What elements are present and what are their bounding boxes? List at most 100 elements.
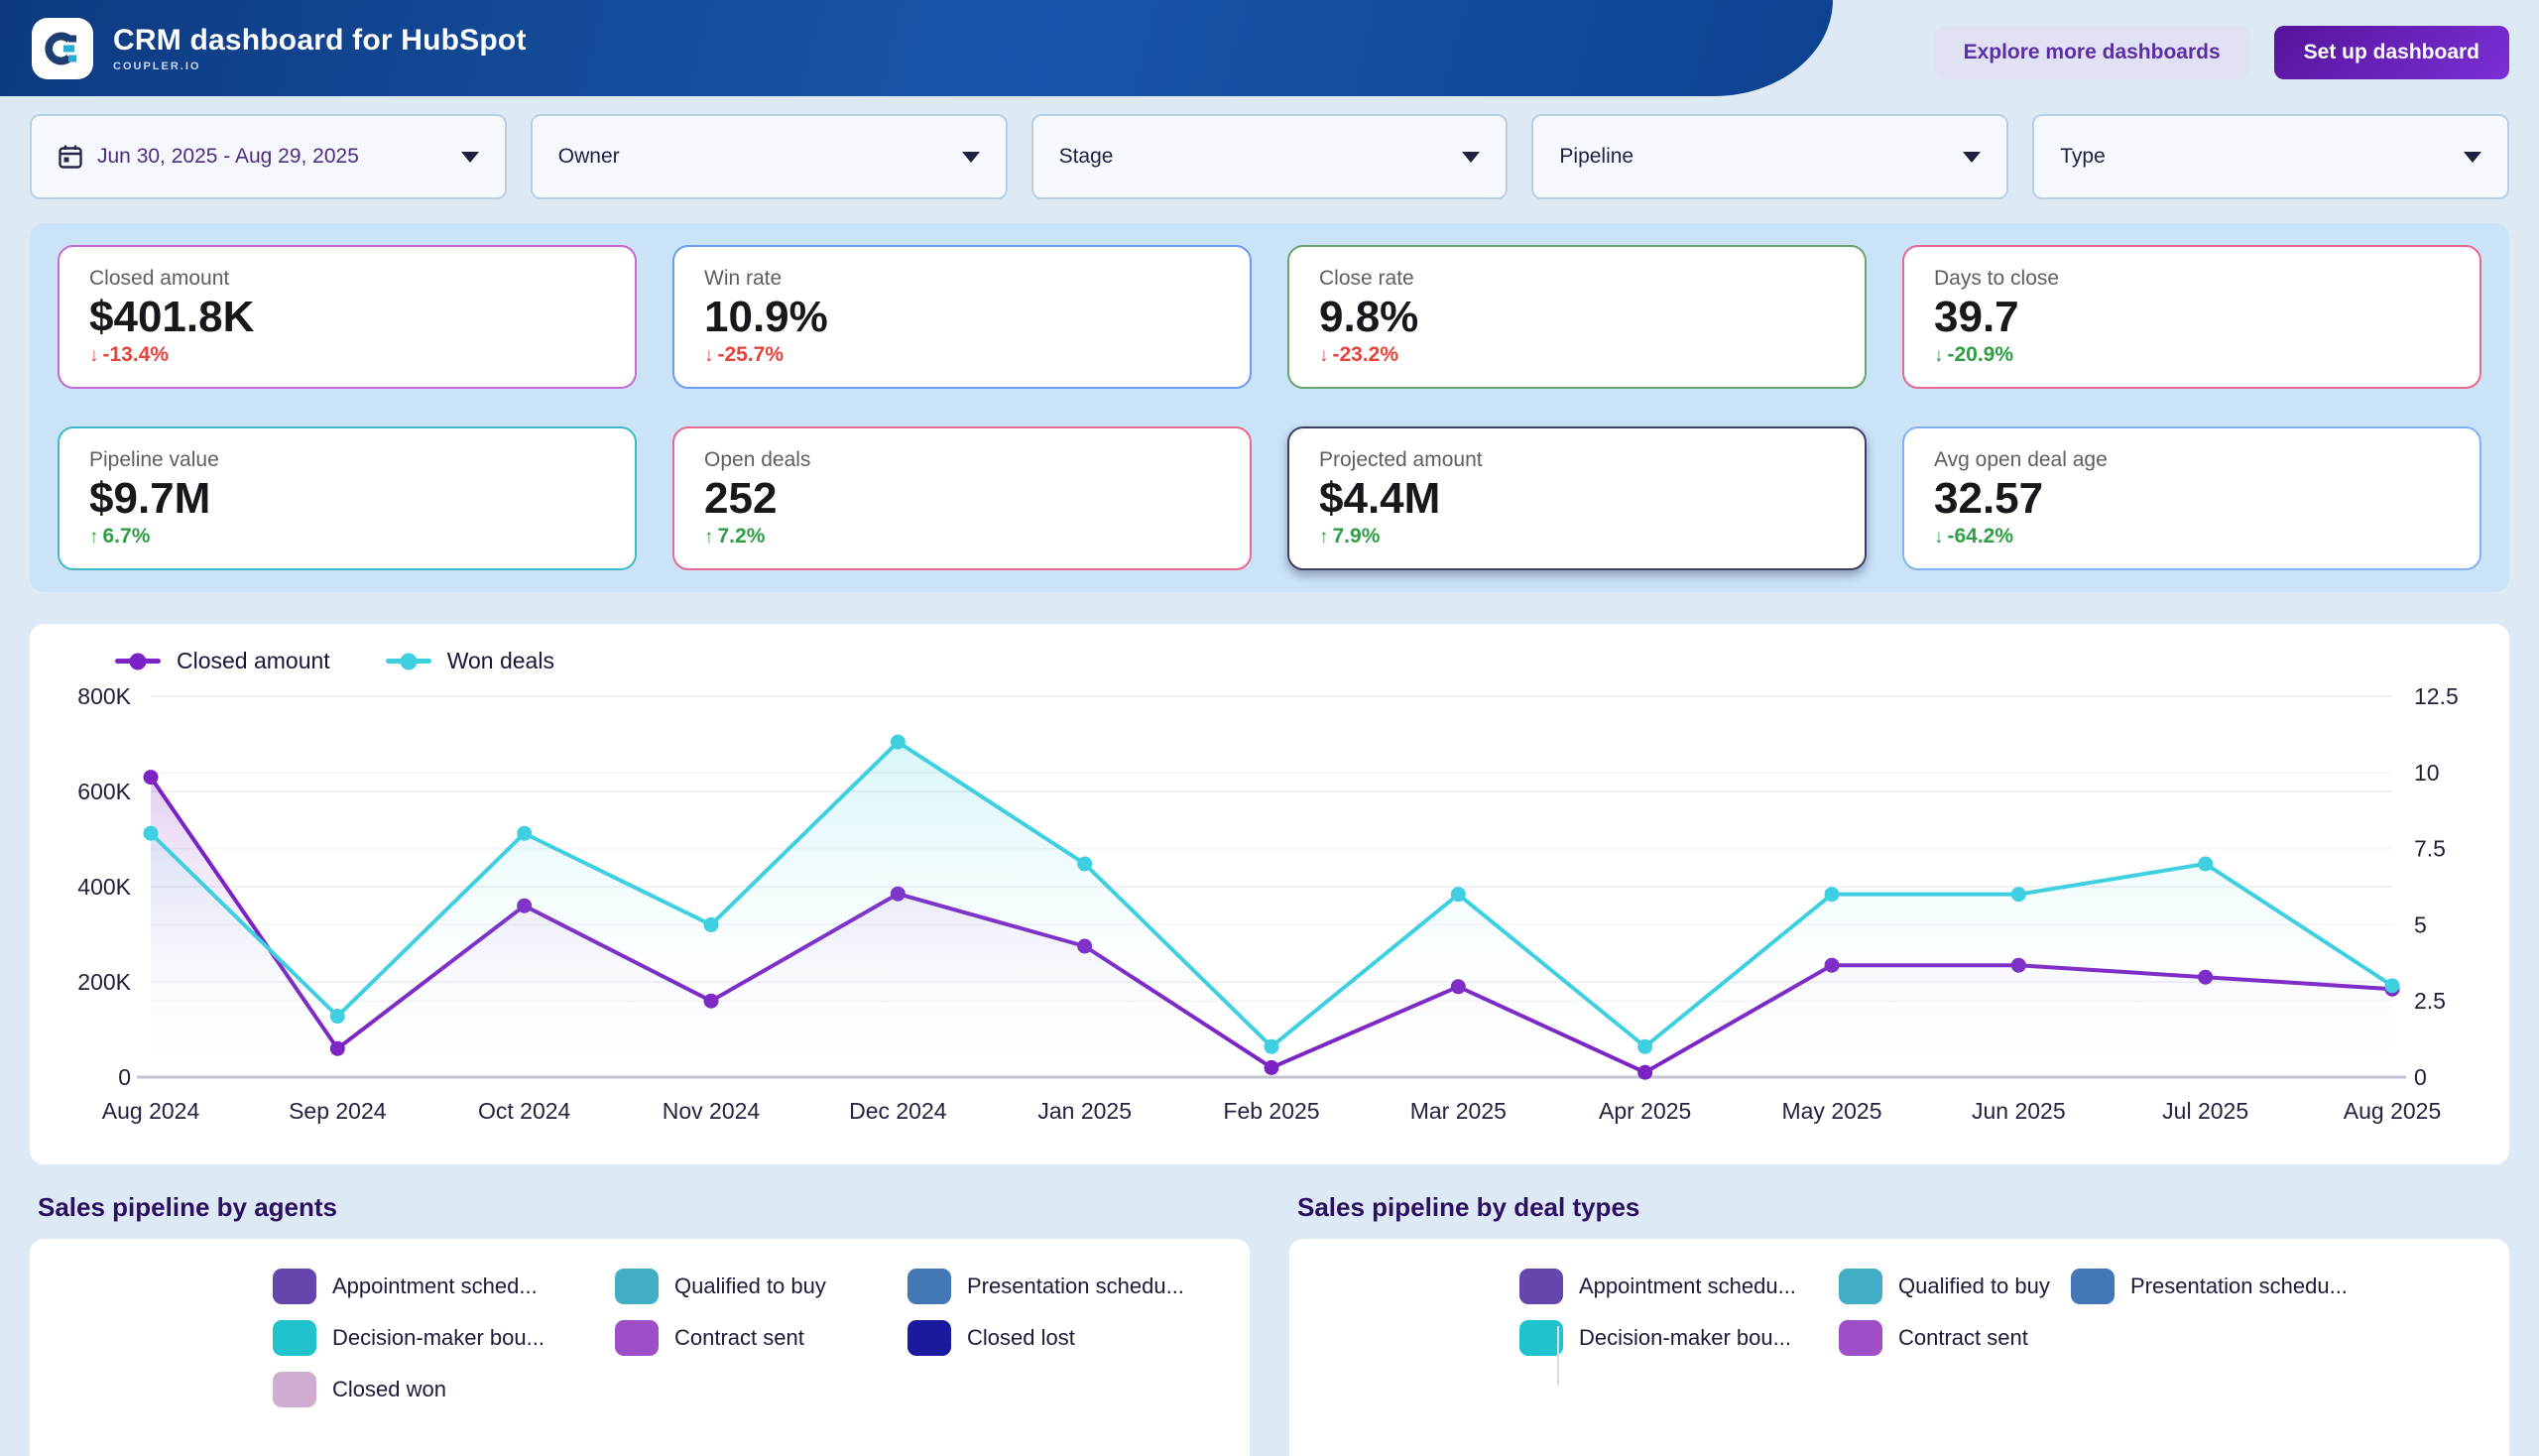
filter-owner[interactable]: Owner (531, 114, 1008, 199)
kpi-label: Win rate (704, 267, 1220, 291)
kpi-delta: ↓-20.9% (1934, 343, 2450, 367)
legend-item-presentation-schedu-[interactable]: Presentation schedu... (2071, 1269, 2348, 1304)
legend-label: Contract sent (674, 1325, 804, 1351)
svg-text:Mar 2025: Mar 2025 (1410, 1098, 1507, 1124)
legend-item-appointment-sched-[interactable]: Appointment sched... (273, 1269, 615, 1304)
filter-label: Pipeline (1559, 145, 1951, 169)
chevron-down-icon (2464, 152, 2481, 163)
legend-label: Qualified to buy (674, 1274, 826, 1299)
legend-item-closed-amount[interactable]: Closed amount (115, 648, 330, 674)
arrow-up-icon: ↑ (1319, 527, 1329, 547)
legend-label: Presentation schedu... (967, 1274, 1184, 1299)
legend-label: Decision-maker bou... (1579, 1325, 1791, 1351)
svg-text:400K: 400K (77, 874, 131, 900)
arrow-down-icon: ↓ (1934, 345, 1944, 366)
kpi-card-closed-amount: Closed amount$401.8K↓-13.4% (58, 245, 637, 389)
filter-label: Jun 30, 2025 - Aug 29, 2025 (97, 145, 449, 169)
svg-text:Jul 2025: Jul 2025 (2162, 1098, 2248, 1124)
kpi-label: Avg open deal age (1934, 448, 2450, 472)
set-up-dashboard-button[interactable]: Set up dashboard (2274, 26, 2509, 79)
kpi-card-pipeline-value: Pipeline value$9.7M↑6.7% (58, 426, 637, 570)
kpi-delta: ↑7.9% (1319, 525, 1835, 548)
legend-label: Contract sent (1898, 1325, 2028, 1351)
legend-marker (386, 659, 431, 664)
kpi-delta: ↓-25.7% (704, 343, 1220, 367)
legend-swatch (273, 1320, 316, 1356)
kpi-card-avg-open-deal-age: Avg open deal age32.57↓-64.2% (1902, 426, 2481, 570)
kpi-panel: Closed amount$401.8K↓-13.4%Win rate10.9%… (30, 223, 2509, 592)
legend-item-closed-lost[interactable]: Closed lost (907, 1320, 1184, 1356)
filter-date-range[interactable]: Jun 30, 2025 - Aug 29, 2025 (30, 114, 507, 199)
sales-pipeline-by-agents-card: Appointment sched... Qualified to buy Pres… (30, 1239, 1250, 1456)
legend-item-contract-sent[interactable]: Contract sent (1839, 1320, 2071, 1356)
legend-item-decision-maker-bou-[interactable]: Decision-maker bou... (273, 1320, 615, 1356)
legend-label: Presentation schedu... (2130, 1274, 2348, 1299)
legend-label: Closed lost (967, 1325, 1075, 1351)
filter-label: Stage (1059, 145, 1451, 169)
bar-chart-axis-stub (1557, 1326, 1559, 1386)
chevron-down-icon (1963, 152, 1981, 163)
explore-more-dashboards-button[interactable]: Explore more dashboards (1934, 26, 2250, 79)
kpi-card-projected-amount: Projected amount$4.4M↑7.9% (1287, 426, 1867, 570)
filter-pipeline[interactable]: Pipeline (1531, 114, 2008, 199)
agents-legend: Appointment sched... Qualified to buy Pres… (273, 1269, 1184, 1407)
legend-item-won-deals[interactable]: Won deals (386, 648, 554, 674)
svg-text:12.5: 12.5 (2414, 683, 2459, 709)
svg-text:Aug 2024: Aug 2024 (102, 1098, 200, 1124)
svg-text:Jun 2025: Jun 2025 (1972, 1098, 2066, 1124)
legend-item-presentation-schedu-[interactable]: Presentation schedu... (907, 1269, 1184, 1304)
legend-item-decision-maker-bou-[interactable]: Decision-maker bou... (1519, 1320, 1839, 1356)
svg-text:200K: 200K (77, 969, 131, 995)
legend-item-closed-won[interactable]: Closed won (273, 1372, 615, 1407)
svg-text:2.5: 2.5 (2414, 988, 2446, 1014)
arrow-down-icon: ↓ (1934, 527, 1944, 547)
chevron-down-icon (962, 152, 980, 163)
kpi-delta: ↑7.2% (704, 525, 1220, 548)
arrow-down-icon: ↓ (89, 345, 99, 366)
kpi-value: $9.7M (89, 477, 605, 521)
legend-label: Decision-maker bou... (332, 1325, 544, 1351)
svg-text:Aug 2025: Aug 2025 (2344, 1098, 2441, 1124)
svg-text:Oct 2024: Oct 2024 (478, 1098, 571, 1124)
kpi-label: Days to close (1934, 267, 2450, 291)
legend-item-appointment-schedu-[interactable]: Appointment schedu... (1519, 1269, 1839, 1304)
legend-swatch (615, 1269, 659, 1304)
legend-item-qualified-to-buy[interactable]: Qualified to buy (615, 1269, 907, 1304)
kpi-label: Closed amount (89, 267, 605, 291)
chevron-down-icon (461, 152, 479, 163)
chart-legend: Closed amount Won deals (115, 648, 2479, 674)
legend-label: Appointment sched... (332, 1274, 538, 1299)
svg-text:800K: 800K (77, 683, 131, 709)
svg-text:Feb 2025: Feb 2025 (1223, 1098, 1319, 1124)
arrow-down-icon: ↓ (704, 345, 714, 366)
pipeline-sections: Sales pipeline by agents Appointment sch… (30, 1192, 2509, 1456)
svg-text:Jan 2025: Jan 2025 (1037, 1098, 1132, 1124)
svg-text:10: 10 (2414, 760, 2440, 786)
legend-swatch (273, 1269, 316, 1304)
legend-item-qualified-to-buy[interactable]: Qualified to buy (1839, 1269, 2071, 1304)
legend-item-contract-sent[interactable]: Contract sent (615, 1320, 907, 1356)
kpi-delta: ↓-64.2% (1934, 525, 2450, 548)
svg-text:5: 5 (2414, 911, 2427, 937)
closed-amount-won-deals-chart: 800K600K400K200K012.5107.552.50Aug 2024S… (60, 680, 2479, 1147)
sales-pipeline-by-deal-types-title: Sales pipeline by deal types (1297, 1192, 2509, 1223)
legend-label: Won deals (447, 648, 554, 674)
kpi-card-close-rate: Close rate9.8%↓-23.2% (1287, 245, 1867, 389)
filter-stage[interactable]: Stage (1031, 114, 1509, 199)
deal-types-legend: Appointment schedu... Qualified to buy Pre… (1519, 1269, 2348, 1356)
kpi-value: $401.8K (89, 296, 605, 339)
svg-text:Apr 2025: Apr 2025 (1599, 1098, 1691, 1124)
kpi-value: $4.4M (1319, 477, 1835, 521)
coupler-logo-icon (42, 28, 83, 69)
filter-label: Owner (558, 145, 950, 169)
filter-type[interactable]: Type (2032, 114, 2509, 199)
legend-swatch (615, 1320, 659, 1356)
filters-row: Jun 30, 2025 - Aug 29, 2025 Owner Stage Pip… (30, 114, 2509, 199)
page-title: CRM dashboard for HubSpot (113, 24, 527, 58)
legend-label: Appointment schedu... (1579, 1274, 1796, 1299)
arrow-up-icon: ↑ (704, 527, 714, 547)
svg-text:Nov 2024: Nov 2024 (663, 1098, 761, 1124)
brand-label: COUPLER.IO (113, 61, 527, 72)
legend-swatch (907, 1269, 951, 1304)
kpi-grid: Closed amount$401.8K↓-13.4%Win rate10.9%… (58, 245, 2481, 570)
